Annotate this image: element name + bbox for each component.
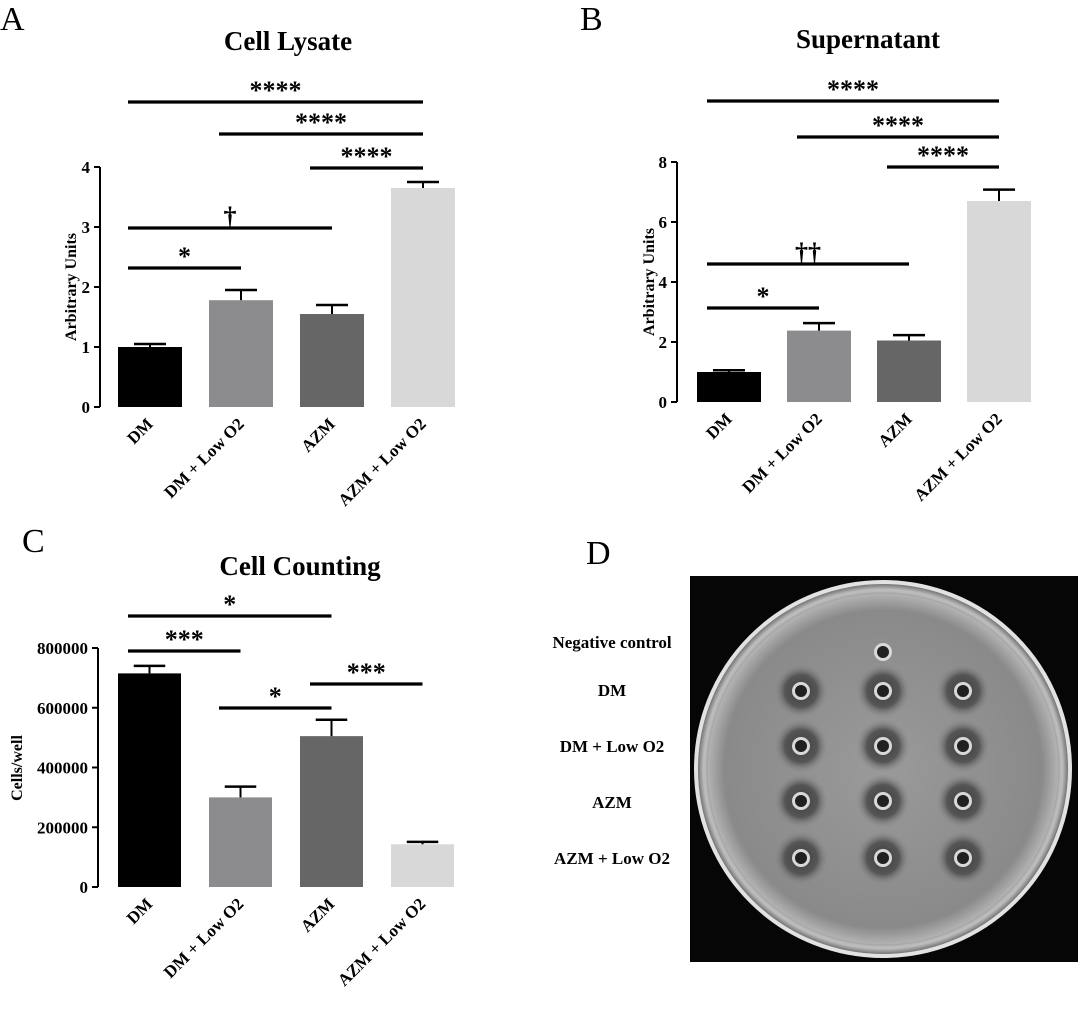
chart-cell-counting: Cell Counting Cells/well 0 200000 400000 60… <box>9 551 454 990</box>
panel-letter-d: D <box>586 535 611 572</box>
bar <box>967 201 1031 402</box>
x-tick-label: AZM <box>297 894 338 935</box>
well <box>954 682 972 700</box>
chart-title: Supernatant <box>796 24 940 54</box>
y-axis-label: Cells/well <box>9 735 26 801</box>
plate-panel: Negative control DM DM + Low O2 AZM AZM + Lo… <box>552 576 1078 962</box>
x-tick-label: AZM + Low O2 <box>334 414 429 509</box>
significance-label: **** <box>872 111 924 140</box>
chart-supernatant: Supernatant Arbitrary Units 0 2 4 6 8 DM DM + … <box>641 24 1031 505</box>
significance-label: **** <box>341 142 393 171</box>
y-tick-label: 800000 <box>37 639 88 658</box>
x-tick-label: DM <box>123 414 156 447</box>
y-tick-label: 0 <box>80 878 89 897</box>
plate-row-label: DM + Low O2 <box>560 737 665 756</box>
significance-label: * <box>223 590 236 619</box>
x-tick-label: AZM <box>874 409 915 450</box>
well <box>954 849 972 867</box>
plate-row-label: AZM + Low O2 <box>554 849 670 868</box>
significance-label: †† <box>795 238 821 267</box>
significance-label: **** <box>827 75 879 104</box>
x-tick-label: DM <box>702 409 735 442</box>
plate-row-label: AZM <box>592 793 632 812</box>
y-tick-label: 8 <box>659 153 668 172</box>
significance-label: **** <box>250 76 302 105</box>
panel-letter-a: A <box>0 1 25 38</box>
y-tick-label: 1 <box>82 338 91 357</box>
y-tick-label: 2 <box>82 278 91 297</box>
y-tick-label: 0 <box>82 398 91 417</box>
y-tick-label: 400000 <box>37 759 88 778</box>
significance-label: **** <box>295 108 347 137</box>
plate-row-label: DM <box>598 681 626 700</box>
significance-label: * <box>269 682 282 711</box>
well <box>792 849 810 867</box>
y-axis-label: Arbitrary Units <box>641 228 658 336</box>
bar <box>209 300 273 407</box>
y-tick-label: 2 <box>659 333 668 352</box>
significance-label: *** <box>165 625 204 654</box>
y-tick-label: 600000 <box>37 699 88 718</box>
petri-dish-inner-rim <box>706 592 1060 946</box>
significance-label: † <box>224 202 237 231</box>
well <box>792 792 810 810</box>
x-tick-label: DM + Low O2 <box>160 894 247 981</box>
bar <box>391 844 454 887</box>
y-axis-label: Arbitrary Units <box>63 233 80 341</box>
well <box>874 643 892 661</box>
well <box>954 792 972 810</box>
plate-row-label: Negative control <box>552 633 671 652</box>
y-tick-label: 200000 <box>37 818 88 837</box>
well <box>792 737 810 755</box>
bar <box>118 347 182 407</box>
y-tick-label: 4 <box>82 158 91 177</box>
bar <box>118 673 181 887</box>
chart-title: Cell Lysate <box>224 26 352 56</box>
well <box>874 792 892 810</box>
significance-label: *** <box>347 658 386 687</box>
bar <box>787 330 851 402</box>
x-tick-label: DM + Low O2 <box>738 409 825 496</box>
well <box>874 849 892 867</box>
well <box>874 737 892 755</box>
bar <box>209 797 272 887</box>
bar <box>300 736 363 887</box>
y-tick-label: 3 <box>82 218 91 237</box>
y-tick-label: 4 <box>659 273 668 292</box>
chart-title: Cell Counting <box>219 551 381 581</box>
x-tick-label: DM <box>123 894 156 927</box>
y-tick-label: 0 <box>659 393 668 412</box>
bar <box>300 314 364 407</box>
x-tick-label: AZM + Low O2 <box>910 409 1005 504</box>
well <box>954 737 972 755</box>
bar <box>697 372 761 402</box>
panel-letter-c: C <box>22 523 45 560</box>
panel-letter-b: B <box>580 1 603 38</box>
chart-cell-lysate: Cell Lysate Arbitrary Units 0 1 2 3 4 DM DM + … <box>63 26 455 510</box>
significance-label: * <box>178 242 191 271</box>
significance-label: **** <box>917 141 969 170</box>
y-tick-label: 6 <box>659 213 668 232</box>
significance-label: * <box>757 282 770 311</box>
x-tick-label: DM + Low O2 <box>160 414 247 501</box>
bar <box>391 188 455 407</box>
x-tick-label: AZM <box>297 414 338 455</box>
well <box>874 682 892 700</box>
bar <box>877 340 941 402</box>
x-tick-label: AZM + Low O2 <box>334 894 429 989</box>
well <box>792 682 810 700</box>
